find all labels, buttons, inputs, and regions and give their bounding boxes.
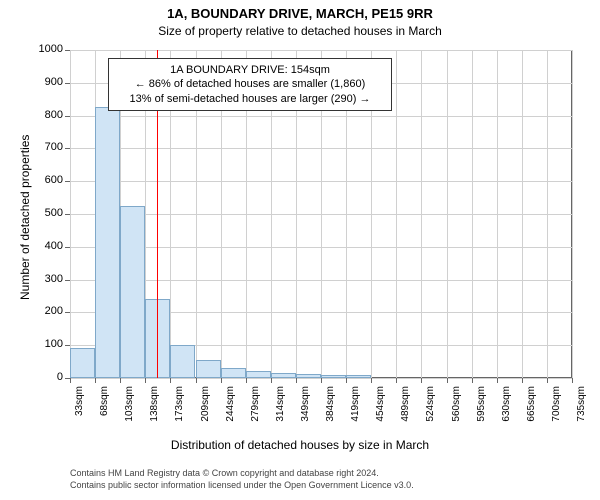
grid-line-v xyxy=(547,50,548,378)
x-tick xyxy=(221,378,222,383)
histogram-bar xyxy=(296,374,321,378)
x-tick-label: 279sqm xyxy=(250,386,261,430)
y-tick-label: 400 xyxy=(25,240,63,252)
grid-line-v xyxy=(396,50,397,378)
chart-subtitle: Size of property relative to detached ho… xyxy=(0,24,600,38)
footer-line-1: Contains HM Land Registry data © Crown c… xyxy=(70,468,379,478)
x-tick xyxy=(120,378,121,383)
x-tick xyxy=(472,378,473,383)
x-tick xyxy=(70,378,71,383)
grid-line-v xyxy=(497,50,498,378)
x-tick xyxy=(95,378,96,383)
x-tick-label: 138sqm xyxy=(149,386,160,430)
x-tick-label: 314sqm xyxy=(275,386,286,430)
y-tick-label: 600 xyxy=(25,174,63,186)
grid-line-v xyxy=(447,50,448,378)
x-tick xyxy=(271,378,272,383)
grid-line-v xyxy=(522,50,523,378)
x-tick xyxy=(547,378,548,383)
x-tick-label: 700sqm xyxy=(551,386,562,430)
grid-line-v xyxy=(572,50,573,378)
x-tick xyxy=(497,378,498,383)
footer-line-2: Contains public sector information licen… xyxy=(70,480,414,490)
x-axis-label: Distribution of detached houses by size … xyxy=(0,438,600,452)
x-tick-label: 735sqm xyxy=(576,386,587,430)
y-tick-label: 300 xyxy=(25,273,63,285)
x-tick-label: 68sqm xyxy=(99,386,110,430)
y-tick-label: 500 xyxy=(25,207,63,219)
x-tick-label: 33sqm xyxy=(74,386,85,430)
x-tick-label: 384sqm xyxy=(325,386,336,430)
x-tick-label: 489sqm xyxy=(400,386,411,430)
x-tick xyxy=(522,378,523,383)
y-tick-label: 200 xyxy=(25,305,63,317)
x-tick xyxy=(371,378,372,383)
x-tick xyxy=(296,378,297,383)
y-tick-label: 1000 xyxy=(25,43,63,55)
chart-title: 1A, BOUNDARY DRIVE, MARCH, PE15 9RR xyxy=(0,6,600,21)
annotation-line: 13% of semi-detached houses are larger (… xyxy=(117,92,383,106)
histogram-bar xyxy=(120,206,145,378)
x-tick-label: 560sqm xyxy=(451,386,462,430)
annotation-line: ← 86% of detached houses are smaller (1,… xyxy=(117,77,383,91)
x-tick xyxy=(421,378,422,383)
y-tick-label: 100 xyxy=(25,338,63,350)
x-tick xyxy=(572,378,573,383)
histogram-bar xyxy=(70,348,95,378)
chart-container: 1A, BOUNDARY DRIVE, MARCH, PE15 9RR Size… xyxy=(0,0,600,500)
histogram-bar xyxy=(170,345,195,378)
x-tick xyxy=(321,378,322,383)
histogram-bar xyxy=(196,360,221,378)
y-tick-label: 700 xyxy=(25,141,63,153)
x-tick-label: 349sqm xyxy=(300,386,311,430)
x-tick-label: 595sqm xyxy=(476,386,487,430)
y-tick-label: 0 xyxy=(25,371,63,383)
y-tick-label: 800 xyxy=(25,109,63,121)
grid-line-v xyxy=(421,50,422,378)
histogram-bar xyxy=(246,371,271,378)
histogram-bar xyxy=(346,375,371,378)
annotation-line: 1A BOUNDARY DRIVE: 154sqm xyxy=(117,63,383,77)
x-tick xyxy=(170,378,171,383)
x-tick-label: 103sqm xyxy=(124,386,135,430)
x-tick xyxy=(196,378,197,383)
grid-line-v xyxy=(472,50,473,378)
annotation-box: 1A BOUNDARY DRIVE: 154sqm← 86% of detach… xyxy=(108,58,392,111)
histogram-bar xyxy=(321,375,346,378)
x-tick-label: 209sqm xyxy=(200,386,211,430)
histogram-bar xyxy=(221,368,246,378)
x-tick xyxy=(447,378,448,383)
grid-line-v xyxy=(70,50,71,378)
x-tick-label: 665sqm xyxy=(526,386,537,430)
x-tick-label: 630sqm xyxy=(501,386,512,430)
x-tick xyxy=(396,378,397,383)
x-tick-label: 524sqm xyxy=(425,386,436,430)
x-tick xyxy=(145,378,146,383)
x-tick xyxy=(346,378,347,383)
x-tick-label: 419sqm xyxy=(350,386,361,430)
histogram-bar xyxy=(271,373,296,378)
x-tick-label: 244sqm xyxy=(225,386,236,430)
y-tick-label: 900 xyxy=(25,76,63,88)
x-tick xyxy=(246,378,247,383)
histogram-bar xyxy=(95,107,120,378)
x-tick-label: 173sqm xyxy=(174,386,185,430)
x-tick-label: 454sqm xyxy=(375,386,386,430)
